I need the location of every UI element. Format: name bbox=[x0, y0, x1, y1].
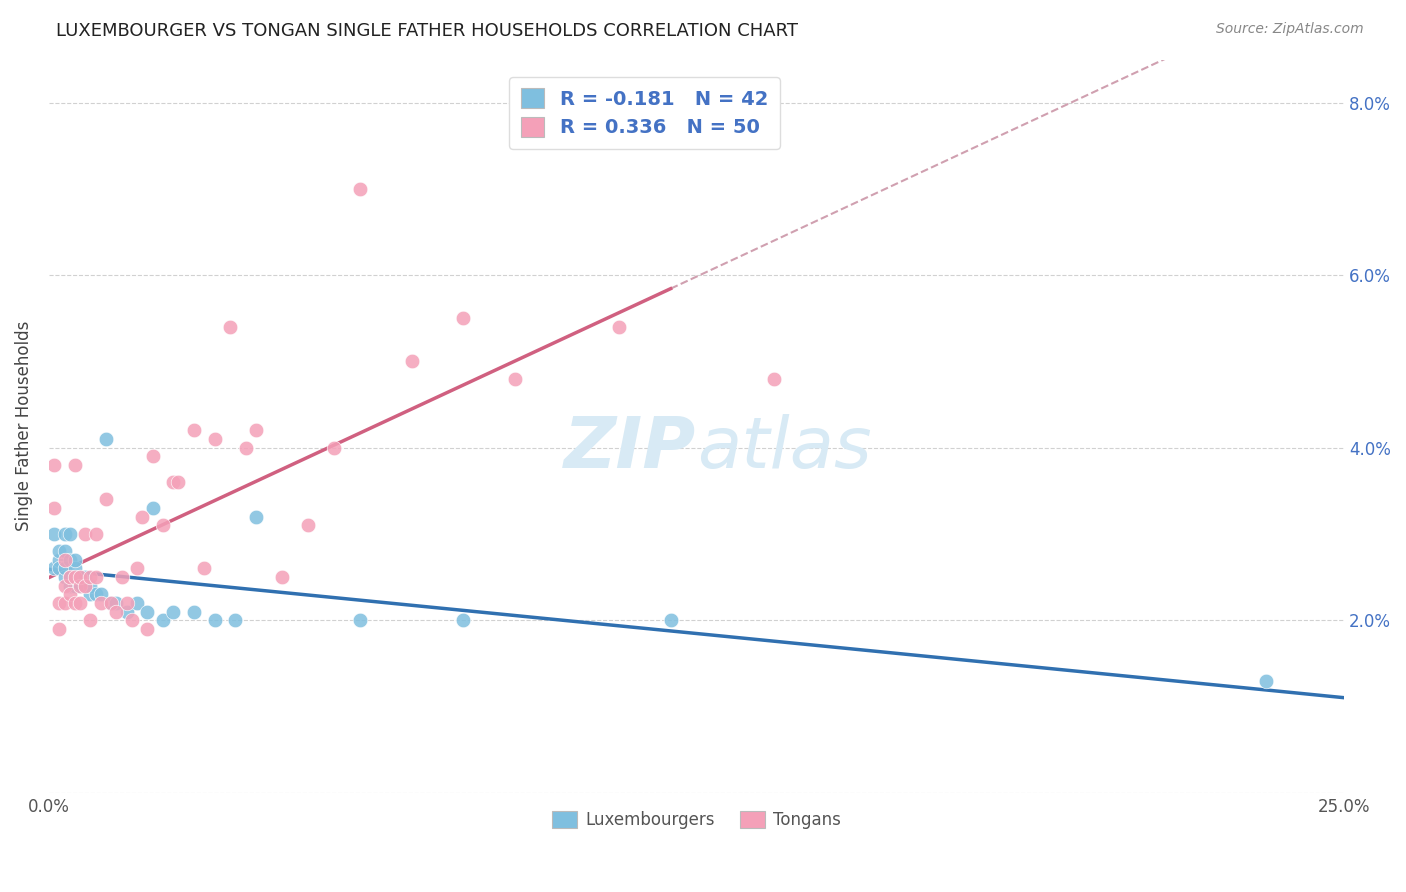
Point bbox=[167, 475, 190, 490]
Point bbox=[152, 518, 174, 533]
Point bbox=[59, 570, 82, 584]
Point bbox=[44, 561, 66, 575]
Point bbox=[115, 605, 138, 619]
Point bbox=[59, 587, 82, 601]
Point bbox=[105, 605, 128, 619]
Point bbox=[59, 553, 82, 567]
Point bbox=[224, 613, 246, 627]
Point bbox=[1256, 673, 1278, 688]
Point bbox=[105, 596, 128, 610]
Point bbox=[162, 475, 184, 490]
Point bbox=[59, 579, 82, 593]
Point bbox=[245, 424, 267, 438]
Point bbox=[69, 596, 91, 610]
Point bbox=[94, 492, 117, 507]
Point bbox=[69, 579, 91, 593]
Point bbox=[53, 561, 76, 575]
Point bbox=[115, 596, 138, 610]
Text: LUXEMBOURGER VS TONGAN SINGLE FATHER HOUSEHOLDS CORRELATION CHART: LUXEMBOURGER VS TONGAN SINGLE FATHER HOU… bbox=[56, 22, 799, 40]
Text: Source: ZipAtlas.com: Source: ZipAtlas.com bbox=[1216, 22, 1364, 37]
Point bbox=[110, 570, 132, 584]
Point bbox=[53, 553, 76, 567]
Point bbox=[75, 570, 97, 584]
Point bbox=[453, 311, 475, 326]
Point bbox=[69, 570, 91, 584]
Point bbox=[53, 544, 76, 558]
Point bbox=[75, 579, 97, 593]
Point bbox=[63, 561, 86, 575]
Point bbox=[84, 570, 107, 584]
Point bbox=[48, 622, 70, 636]
Text: ZIP: ZIP bbox=[564, 414, 696, 483]
Point bbox=[44, 458, 66, 472]
Point bbox=[183, 424, 205, 438]
Point bbox=[84, 587, 107, 601]
Point bbox=[245, 509, 267, 524]
Point bbox=[63, 596, 86, 610]
Point bbox=[79, 570, 101, 584]
Point bbox=[63, 579, 86, 593]
Point bbox=[90, 587, 112, 601]
Point bbox=[204, 613, 226, 627]
Y-axis label: Single Father Households: Single Father Households bbox=[15, 321, 32, 532]
Point bbox=[142, 450, 165, 464]
Point bbox=[219, 320, 242, 334]
Point bbox=[271, 570, 294, 584]
Point bbox=[44, 501, 66, 516]
Point bbox=[44, 527, 66, 541]
Point bbox=[453, 613, 475, 627]
Point bbox=[53, 596, 76, 610]
Point bbox=[136, 605, 159, 619]
Point bbox=[125, 596, 148, 610]
Point bbox=[53, 579, 76, 593]
Point bbox=[59, 570, 82, 584]
Point bbox=[136, 622, 159, 636]
Point bbox=[503, 372, 526, 386]
Point bbox=[59, 527, 82, 541]
Point bbox=[48, 553, 70, 567]
Point bbox=[142, 501, 165, 516]
Point bbox=[94, 432, 117, 446]
Point bbox=[79, 613, 101, 627]
Point bbox=[53, 570, 76, 584]
Point bbox=[63, 458, 86, 472]
Point bbox=[121, 613, 143, 627]
Point bbox=[63, 570, 86, 584]
Point bbox=[183, 605, 205, 619]
Point bbox=[607, 320, 630, 334]
Point bbox=[131, 509, 153, 524]
Point bbox=[401, 354, 423, 368]
Point bbox=[763, 372, 786, 386]
Point bbox=[63, 570, 86, 584]
Point bbox=[193, 561, 215, 575]
Point bbox=[75, 579, 97, 593]
Point bbox=[125, 561, 148, 575]
Point bbox=[235, 441, 257, 455]
Point bbox=[48, 596, 70, 610]
Point bbox=[79, 579, 101, 593]
Point bbox=[53, 527, 76, 541]
Point bbox=[69, 570, 91, 584]
Point bbox=[79, 587, 101, 601]
Point bbox=[63, 553, 86, 567]
Point bbox=[100, 596, 122, 610]
Point bbox=[90, 596, 112, 610]
Point bbox=[204, 432, 226, 446]
Point bbox=[152, 613, 174, 627]
Point bbox=[69, 579, 91, 593]
Point bbox=[84, 527, 107, 541]
Point bbox=[48, 544, 70, 558]
Point bbox=[48, 561, 70, 575]
Point bbox=[349, 182, 371, 196]
Point bbox=[297, 518, 319, 533]
Point bbox=[659, 613, 682, 627]
Point bbox=[100, 596, 122, 610]
Point bbox=[322, 441, 344, 455]
Legend: Luxembourgers, Tongans: Luxembourgers, Tongans bbox=[546, 804, 848, 836]
Point bbox=[75, 527, 97, 541]
Point bbox=[349, 613, 371, 627]
Point bbox=[162, 605, 184, 619]
Text: atlas: atlas bbox=[696, 414, 872, 483]
